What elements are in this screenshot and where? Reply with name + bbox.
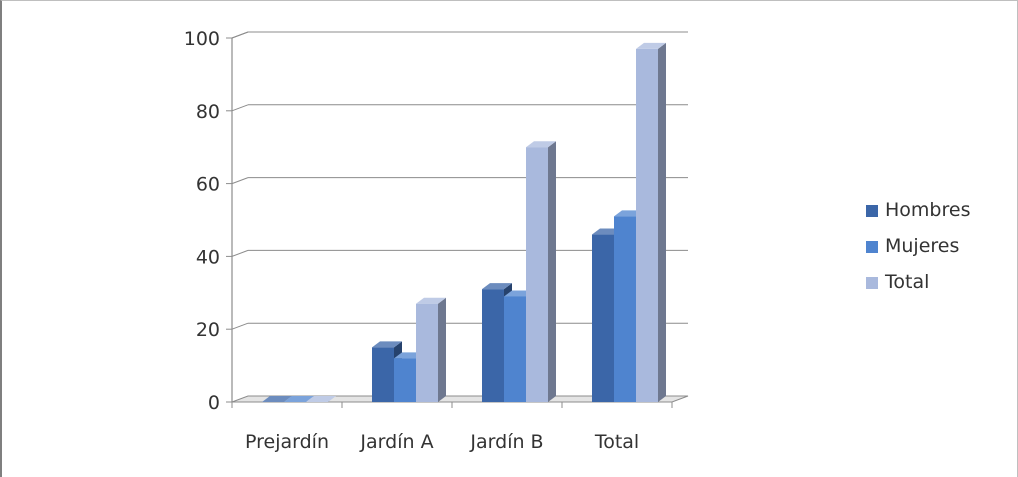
bar-total-2 bbox=[526, 141, 556, 402]
gridline-side bbox=[231, 177, 249, 185]
x-tick-label: Prejardín bbox=[245, 431, 329, 453]
bar-total-0 bbox=[306, 396, 336, 402]
bar-top bbox=[636, 42, 666, 49]
bar-top bbox=[416, 297, 446, 304]
bar-side bbox=[658, 42, 666, 403]
legend-swatch-total bbox=[866, 277, 878, 289]
bars bbox=[262, 42, 666, 403]
bar-hombres-0 bbox=[262, 396, 292, 402]
y-tick-label: 60 bbox=[196, 174, 220, 196]
gridline-side bbox=[231, 322, 249, 330]
legend-label-mujeres: Mujeres bbox=[885, 235, 959, 257]
x-tick-labels: Prejardín Jardín A Jardín B Total bbox=[231, 402, 673, 453]
gridline-side bbox=[231, 104, 249, 112]
legend: Hombres Mujeres Total bbox=[866, 199, 970, 293]
bar-front bbox=[504, 296, 526, 402]
x-tick-label: Total bbox=[594, 431, 639, 453]
y-tick-label: 20 bbox=[196, 319, 220, 341]
y-axis-back-line bbox=[231, 31, 249, 39]
bar-front bbox=[526, 147, 548, 402]
gridlines bbox=[231, 31, 688, 330]
x-tick-label: Jardín B bbox=[469, 431, 543, 453]
bar-front bbox=[636, 48, 658, 403]
bar-top bbox=[372, 341, 402, 348]
bar-top bbox=[526, 141, 556, 148]
bar-total-3 bbox=[636, 42, 666, 403]
bar-front bbox=[394, 358, 416, 402]
legend-swatch-mujeres bbox=[866, 241, 878, 253]
y-tick-labels: 0 20 40 60 80 100 bbox=[184, 28, 232, 414]
bar-top bbox=[262, 396, 292, 402]
legend-label-hombres: Hombres bbox=[885, 199, 970, 221]
gridline-side bbox=[231, 249, 249, 257]
legend-label-total: Total bbox=[884, 271, 929, 293]
bar-total-1 bbox=[416, 297, 446, 402]
x-tick-label: Jardín A bbox=[359, 431, 433, 453]
bar-front bbox=[614, 216, 636, 402]
y-tick-label: 0 bbox=[208, 392, 220, 414]
y-tick-label: 100 bbox=[184, 28, 220, 50]
bar-top bbox=[482, 283, 512, 290]
bar-mujeres-0 bbox=[284, 396, 314, 402]
bar-side bbox=[438, 297, 446, 402]
bar-front bbox=[482, 289, 504, 402]
y-tick-label: 80 bbox=[196, 101, 220, 123]
bar-side bbox=[548, 141, 556, 402]
bar-top bbox=[284, 396, 314, 402]
bar-top bbox=[306, 396, 336, 402]
bar-front bbox=[592, 234, 614, 402]
bar-front bbox=[416, 303, 438, 402]
bar-front bbox=[372, 347, 394, 402]
legend-swatch-hombres bbox=[866, 205, 878, 217]
y-tick-label: 40 bbox=[196, 246, 220, 268]
